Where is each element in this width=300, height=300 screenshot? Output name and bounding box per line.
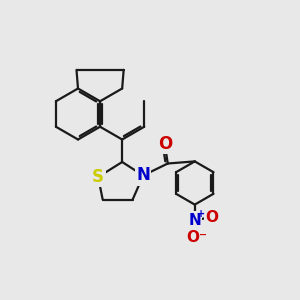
Text: N: N [136,167,150,184]
Text: O: O [205,210,218,225]
Text: N: N [188,213,201,228]
Text: O: O [158,135,172,153]
Text: O⁻: O⁻ [186,230,207,245]
Text: S: S [92,168,104,186]
Text: +: + [197,208,205,219]
